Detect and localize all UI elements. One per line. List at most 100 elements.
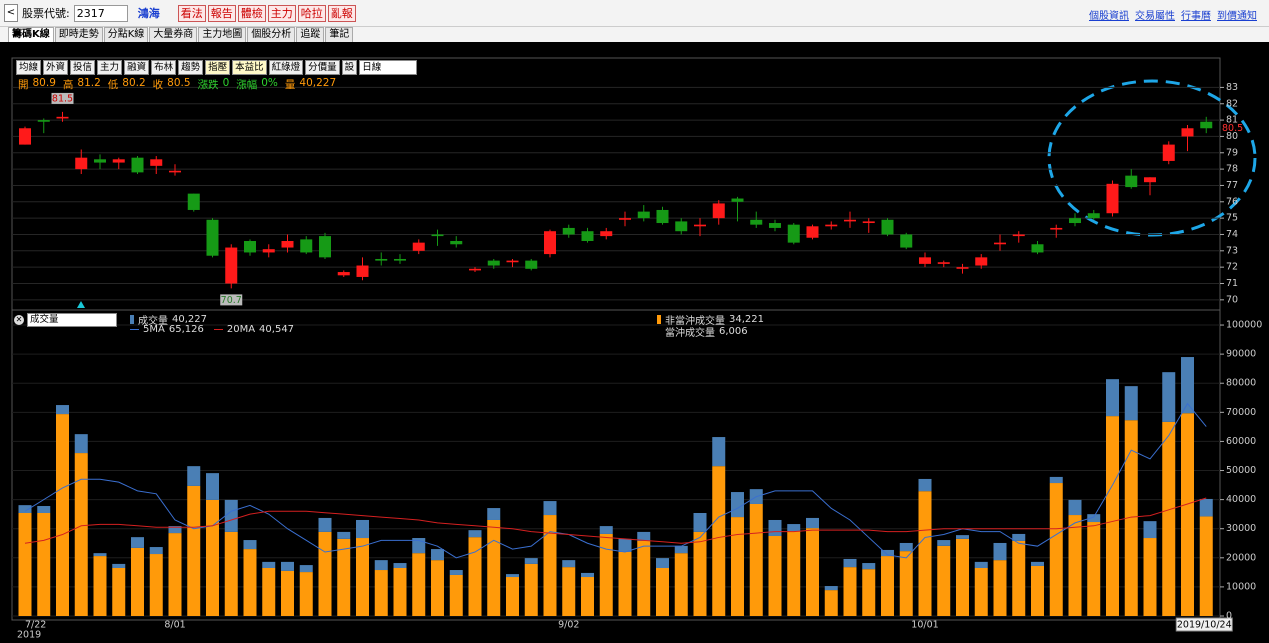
- tab[interactable]: 個股分析: [247, 27, 296, 42]
- chart-button[interactable]: 指壓: [205, 60, 231, 75]
- volume-bar: [937, 540, 951, 546]
- period-select[interactable]: 日線: [359, 60, 418, 75]
- candle-body: [506, 260, 519, 263]
- chart-button[interactable]: 分價量: [305, 60, 340, 75]
- toolbar: < 股票代號: 2317 鴻海 看法 報告 體檢 主力 哈拉 亂報 個股資訊 交易屬性 行事曆…: [0, 0, 1269, 27]
- tool-button[interactable]: 哈拉: [297, 4, 326, 22]
- close-icon[interactable]: ✕: [14, 315, 24, 325]
- volume-bar: [524, 558, 538, 564]
- candle-body: [244, 241, 256, 253]
- chart-button[interactable]: 本益比: [232, 60, 267, 75]
- volume-bar: [337, 531, 351, 539]
- candle-body: [937, 262, 950, 264]
- info-label: 漲幅: [236, 79, 258, 91]
- back-button[interactable]: <: [4, 4, 18, 22]
- info-value: 0: [222, 77, 230, 89]
- volume-bar: [281, 561, 294, 571]
- chart-button[interactable]: 設: [341, 60, 358, 75]
- volume-bar: [112, 563, 126, 568]
- tab[interactable]: 主力地圖: [198, 27, 247, 42]
- indicator-select[interactable]: 成交量: [27, 313, 117, 327]
- tool-button[interactable]: 看法: [177, 4, 206, 22]
- y-tick-label: 71: [1226, 278, 1238, 289]
- volume-bar: [974, 561, 988, 568]
- chart-button[interactable]: 布林: [151, 60, 177, 75]
- candle-body: [562, 227, 575, 235]
- cursor-date: 2019/10/24: [1177, 620, 1232, 631]
- volume-bar: [337, 538, 351, 616]
- tool-button[interactable]: 亂報: [327, 4, 356, 22]
- code-label: 股票代號:: [22, 7, 70, 20]
- volume-bar: [431, 549, 444, 561]
- tool-button[interactable]: 主力: [267, 4, 296, 22]
- volume-bar: [449, 570, 463, 575]
- chart-button[interactable]: 紅綠燈: [268, 60, 304, 75]
- tab[interactable]: 追蹤: [296, 27, 325, 42]
- info-label: 高: [62, 79, 74, 91]
- ma-line: [24, 402, 1207, 559]
- year-label: 2019: [17, 630, 41, 641]
- volume-bar: [1199, 516, 1213, 616]
- legend-swatch: [130, 329, 139, 330]
- volume-bar: [1124, 386, 1138, 421]
- volume-bar: [524, 563, 538, 616]
- code-input[interactable]: 2317: [73, 4, 128, 22]
- candle-body: [881, 219, 894, 235]
- volume-bar: [674, 545, 688, 554]
- candle-body: [150, 159, 163, 166]
- chart-button[interactable]: 均線: [16, 60, 42, 75]
- candle-body: [1200, 121, 1213, 129]
- volume-bar: [1143, 538, 1157, 616]
- candle-body: [281, 241, 294, 248]
- volume-bar: [693, 531, 707, 616]
- candle-body: [450, 241, 463, 245]
- link[interactable]: 個股資訊: [1089, 11, 1129, 22]
- link[interactable]: 交易屬性: [1135, 11, 1175, 22]
- high-label: 81.5: [52, 93, 73, 104]
- volume-bar: [731, 517, 744, 616]
- info-value: 80.5: [167, 77, 191, 89]
- tab[interactable]: 筆記: [325, 27, 354, 42]
- chart-button[interactable]: 投信: [70, 60, 96, 75]
- y-tick-label: 81: [1226, 115, 1238, 126]
- tab[interactable]: 分點K線: [103, 27, 149, 42]
- volume-bar: [1087, 522, 1101, 616]
- volume-bar: [131, 547, 144, 616]
- tab[interactable]: 大量券商: [149, 27, 198, 42]
- ma-line: [24, 497, 1207, 544]
- volume-bar: [993, 560, 1007, 616]
- tool-button[interactable]: 體檢: [237, 4, 266, 22]
- y-tick-label: 40000: [1226, 494, 1256, 505]
- volume-bar: [224, 531, 238, 616]
- legend: 非當沖成交量 34,221: [657, 312, 764, 327]
- volume-bar: [824, 586, 838, 591]
- volume-bar: [1049, 483, 1063, 616]
- chart-button[interactable]: 外資: [43, 60, 69, 75]
- legend-value: 40,227: [172, 314, 207, 325]
- link[interactable]: 到價通知: [1217, 11, 1257, 22]
- volume-bar: [468, 537, 482, 616]
- legend-name: 成交量: [138, 316, 168, 327]
- candle-body: [75, 157, 88, 170]
- volume-bar: [787, 524, 801, 532]
- tab[interactable]: 籌碼K線: [8, 27, 54, 42]
- chart-button[interactable]: 主力: [97, 60, 123, 75]
- tab[interactable]: 即時走勢: [54, 27, 103, 42]
- chart-button[interactable]: 趨勢: [178, 60, 204, 75]
- link[interactable]: 行事曆: [1181, 11, 1211, 22]
- volume-bar: [1068, 515, 1082, 616]
- candle-body: [187, 193, 200, 210]
- info-value: 81.2: [77, 77, 101, 89]
- marker: [77, 301, 85, 308]
- volume-bar: [1181, 413, 1194, 616]
- chart-button[interactable]: 融資: [124, 60, 150, 75]
- y-tick-label: 90000: [1226, 349, 1256, 360]
- tool-button[interactable]: 報告: [207, 4, 236, 22]
- volume-bar: [731, 492, 744, 518]
- y-tick-label: 60000: [1226, 436, 1256, 447]
- volume-bar: [168, 526, 182, 534]
- legend-swatch: [657, 315, 661, 324]
- volume-bar: [37, 506, 51, 513]
- volume-bar: [956, 538, 969, 616]
- volume-bar: [468, 530, 482, 538]
